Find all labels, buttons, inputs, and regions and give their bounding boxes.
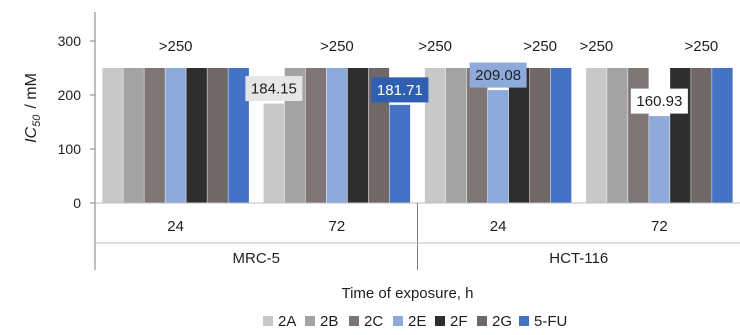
bar-2b-3: [607, 68, 628, 203]
legend-swatch-5-fu: [519, 316, 529, 326]
legend-label: 2B: [320, 313, 338, 330]
bar-2a-3: [586, 68, 607, 203]
bar-5-fu-2: [550, 68, 572, 203]
data-label: 184.15: [251, 81, 297, 98]
data-label-box: [371, 77, 429, 103]
y-tick-label: 100: [58, 141, 82, 157]
x-tick-label: 24: [167, 218, 184, 235]
bar-2e-0: [165, 68, 186, 203]
legend-label: 2F: [450, 313, 468, 330]
annotation-label: >250: [523, 38, 557, 55]
bar-2c-2: [466, 68, 488, 203]
bar-2g-2: [529, 68, 551, 203]
legend-swatch-2c: [349, 316, 359, 326]
bar-2b-1: [284, 68, 306, 203]
bar-5-fu-0: [228, 68, 249, 203]
bar-2b-0: [123, 68, 144, 203]
annotation-label: >250: [159, 38, 193, 55]
data-label-box: [245, 76, 303, 102]
legend-label: 2A: [278, 313, 296, 330]
legend-swatch-2g: [477, 316, 487, 326]
legend-swatch-2a: [263, 316, 273, 326]
bar-5-fu-1: [389, 104, 411, 203]
x-tick-label: 72: [651, 218, 668, 235]
bar-2f-1: [347, 68, 369, 203]
bar-2c-0: [144, 68, 165, 203]
bar-2c-1: [305, 68, 327, 203]
legend-swatch-2e: [393, 316, 403, 326]
x-tick-label: 72: [329, 218, 346, 235]
bar-2e-3: [649, 116, 670, 203]
legend-label: 2C: [364, 313, 383, 330]
bar-2c-3: [628, 68, 649, 203]
y-axis-title-unit: / mM: [23, 73, 40, 109]
annotation-label: >250: [418, 38, 452, 55]
annotation-label: >250: [684, 38, 718, 55]
cell-line-label: MRC-5: [233, 250, 281, 267]
x-tick-label: 24: [490, 218, 507, 235]
legend-swatch-2b: [305, 316, 315, 326]
bar-2g-3: [691, 68, 712, 203]
legend-label: 2G: [492, 313, 512, 330]
y-axis-title-main: IC: [23, 126, 40, 142]
data-label-box: [630, 88, 688, 114]
annotation-label: >250: [320, 38, 354, 55]
bar-2f-3: [670, 68, 691, 203]
legend-label: 2E: [408, 313, 426, 330]
bar-2a-1: [263, 103, 285, 203]
legend-swatch-2f: [435, 316, 445, 326]
bar-2e-1: [326, 68, 348, 203]
bar-2f-2: [508, 68, 530, 203]
y-tick-label: 300: [58, 33, 82, 49]
cell-line-label: HCT-116: [549, 250, 608, 267]
bar-2f-0: [186, 68, 207, 203]
x-axis-title: Time of exposure, h: [341, 285, 473, 302]
bar-2a-0: [102, 68, 123, 203]
legend-label: 5-FU: [534, 313, 567, 330]
data-label: 160.93: [636, 93, 682, 110]
y-axis-title-subscript: 50: [31, 114, 43, 127]
bar-2g-0: [207, 68, 228, 203]
y-tick-label: 200: [58, 87, 82, 103]
data-label: 209.08: [475, 67, 521, 84]
annotation-label: >250: [579, 38, 613, 55]
data-label-box: [469, 62, 527, 88]
y-tick-label: 0: [73, 195, 81, 211]
bar-2e-2: [487, 90, 509, 203]
bar-5-fu-3: [712, 68, 733, 203]
bar-2b-2: [445, 68, 467, 203]
data-label: 181.71: [377, 82, 423, 99]
y-axis-title: IC50 / mM: [23, 73, 43, 143]
bar-2a-2: [424, 68, 446, 203]
